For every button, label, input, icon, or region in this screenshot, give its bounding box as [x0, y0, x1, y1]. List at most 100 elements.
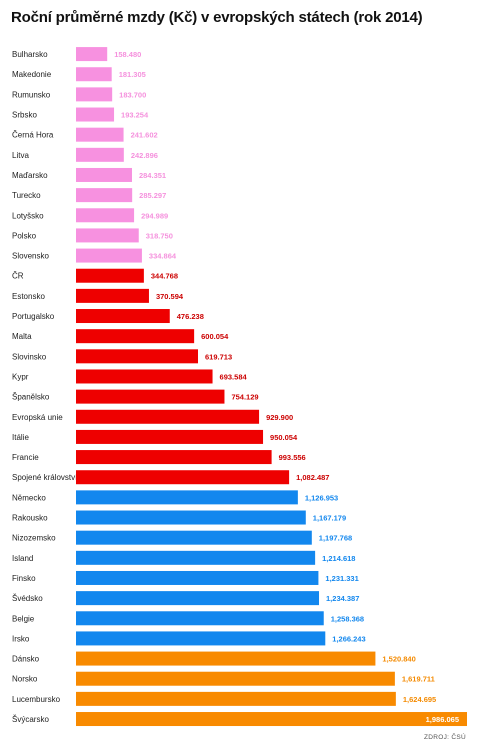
value-label: 334.864	[149, 252, 177, 261]
category-label: Černá Hora	[12, 131, 54, 140]
category-label: Makedonie	[12, 70, 52, 79]
bar	[76, 47, 108, 62]
value-label: 181.305	[119, 70, 146, 79]
category-label: Dánsko	[12, 655, 40, 664]
value-label: 693.584	[220, 372, 248, 381]
value-label: 242.896	[131, 151, 158, 160]
value-label: 1,214.618	[322, 554, 355, 563]
category-label: Slovensko	[12, 252, 49, 261]
value-label: 1,231.331	[325, 574, 358, 583]
bar	[76, 409, 260, 424]
value-label: 1,197.768	[319, 534, 352, 543]
bar	[76, 248, 142, 263]
category-label: ČR	[12, 272, 24, 281]
category-label: Kypr	[12, 372, 29, 381]
value-label: 993.556	[279, 453, 306, 462]
bar	[76, 671, 395, 686]
value-label: 1,266.243	[332, 634, 365, 643]
value-label: 619.713	[205, 352, 232, 361]
bar	[76, 288, 149, 303]
category-label: Estonsko	[12, 292, 45, 301]
value-label: 1,520.840	[382, 655, 415, 664]
category-label: Švýcarsko	[12, 715, 49, 724]
value-label: 183.700	[119, 90, 146, 99]
value-label: 950.054	[270, 433, 298, 442]
value-label: 929.900	[266, 413, 293, 422]
bar	[76, 389, 225, 404]
bar	[76, 87, 113, 102]
category-label: Nizozemsko	[12, 534, 56, 543]
category-label: Polsko	[12, 231, 37, 240]
bar	[76, 651, 376, 666]
value-label: 1,986.065	[426, 715, 459, 724]
bar	[76, 228, 139, 243]
value-label: 1,619.711	[402, 675, 435, 684]
bar	[76, 530, 312, 545]
category-label: Malta	[12, 332, 32, 341]
bar	[76, 591, 320, 606]
bar	[76, 510, 306, 525]
chart-title: Roční průměrné mzdy (Kč) v evropských st…	[11, 9, 423, 26]
category-label: Finsko	[12, 574, 36, 583]
category-label: Itálie	[12, 433, 29, 442]
bar	[76, 490, 298, 505]
bar	[76, 208, 135, 223]
bar	[76, 167, 132, 182]
value-label: 241.602	[131, 131, 158, 140]
value-label: 158.480	[114, 50, 141, 59]
bar	[76, 712, 467, 727]
bar	[76, 631, 326, 646]
value-label: 476.238	[177, 312, 204, 321]
bar	[76, 429, 264, 444]
value-label: 1,126.953	[305, 493, 338, 502]
category-label: Lucembursko	[12, 695, 61, 704]
value-label: 600.054	[201, 332, 229, 341]
category-label: Spojené království	[12, 473, 78, 482]
category-label: Švédsko	[12, 594, 43, 603]
bar	[76, 329, 195, 344]
bar	[76, 188, 133, 203]
bar	[76, 691, 396, 706]
value-label: 294.989	[141, 211, 168, 220]
category-label: Turecko	[12, 191, 41, 200]
bar	[76, 309, 170, 324]
bar	[76, 369, 213, 384]
bar	[76, 570, 319, 585]
source-note: ZDROJ: ČSÚ	[424, 734, 466, 741]
category-label: Island	[12, 554, 33, 563]
value-label: 1,258.368	[331, 614, 364, 623]
category-label: Španělsko	[12, 393, 50, 402]
bar	[76, 611, 324, 626]
bar	[76, 550, 316, 565]
value-label: 193.254	[121, 111, 149, 120]
category-label: Maďarsko	[12, 171, 48, 180]
category-label: Srbsko	[12, 111, 37, 120]
category-label: Rumunsko	[12, 90, 51, 99]
value-label: 370.594	[156, 292, 184, 301]
category-label: Norsko	[12, 675, 38, 684]
bar	[76, 127, 124, 142]
bar	[76, 450, 272, 465]
bar	[76, 470, 290, 485]
bar	[76, 268, 144, 283]
value-label: 1,624.695	[403, 695, 436, 704]
bar	[76, 349, 199, 364]
value-label: 1,167.179	[313, 514, 346, 523]
value-label: 1,082.487	[296, 473, 329, 482]
category-label: Evropská unie	[12, 413, 63, 422]
category-label: Portugalsko	[12, 312, 55, 321]
category-label: Irsko	[12, 634, 30, 643]
category-label: Lotyšsko	[12, 211, 44, 220]
bar	[76, 107, 115, 122]
category-label: Francie	[12, 453, 39, 462]
category-label: Slovinsko	[12, 352, 47, 361]
category-label: Německo	[12, 493, 46, 502]
value-label: 1,234.387	[326, 594, 359, 603]
bar	[76, 147, 124, 162]
category-label: Bulharsko	[12, 50, 48, 59]
value-label: 754.129	[231, 393, 258, 402]
value-label: 285.297	[139, 191, 166, 200]
bar	[76, 67, 112, 82]
value-label: 318.750	[146, 231, 173, 240]
